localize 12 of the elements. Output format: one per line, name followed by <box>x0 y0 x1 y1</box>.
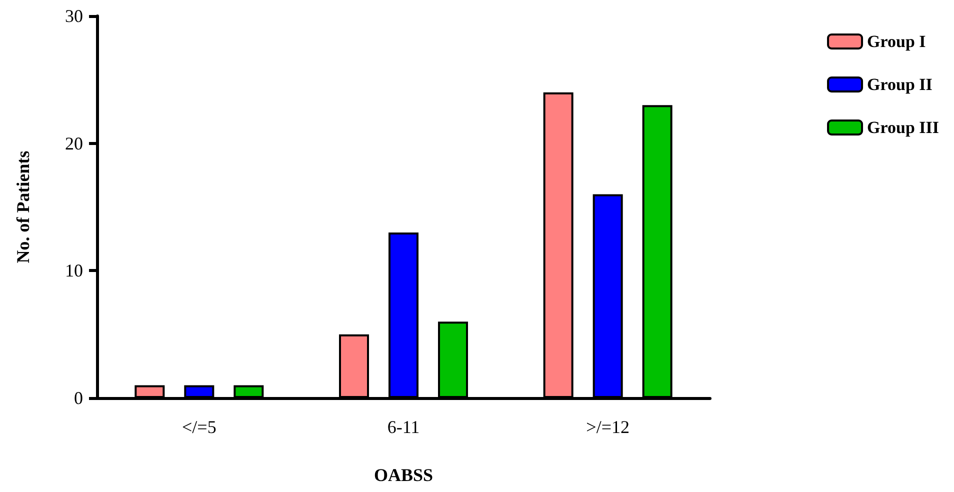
y-tick-label: 0 <box>74 388 83 408</box>
x-tick-label: >/=12 <box>586 417 630 437</box>
legend-label: Group II <box>867 75 933 94</box>
x-tick-label: </=5 <box>182 417 216 437</box>
x-axis-title: OABSS <box>374 465 434 485</box>
y-tick-label: 20 <box>65 133 83 154</box>
y-axis-title: No. of Patients <box>13 150 33 264</box>
legend-label: Group I <box>867 32 926 51</box>
y-tick-label: 30 <box>65 6 83 26</box>
y-tick-label: 10 <box>65 260 83 281</box>
x-tick-label: 6-11 <box>387 417 420 437</box>
legend-label: Group III <box>867 118 940 137</box>
